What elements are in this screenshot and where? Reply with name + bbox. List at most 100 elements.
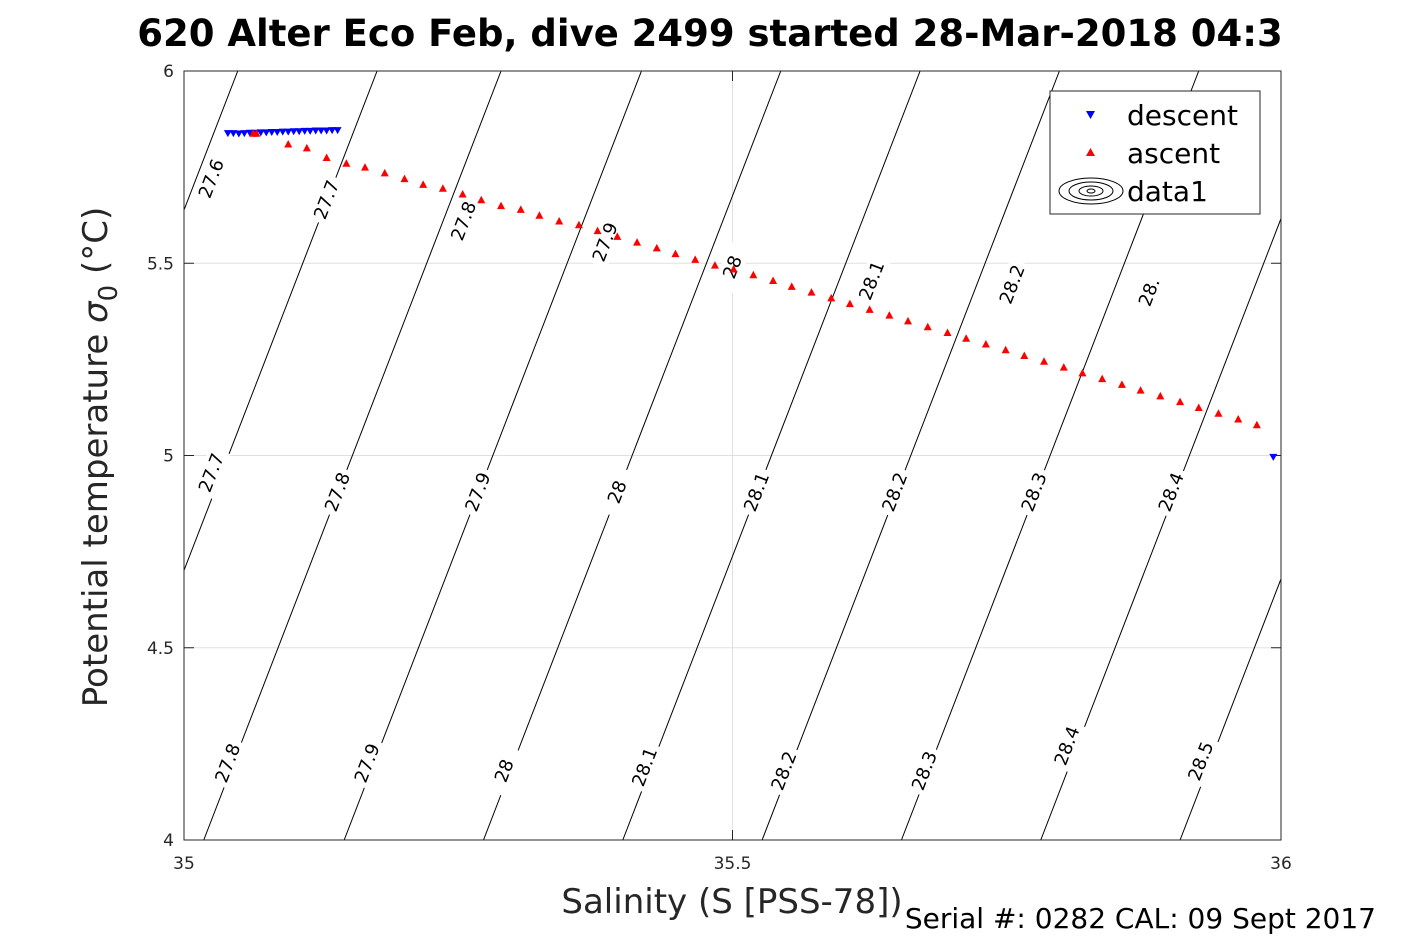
- isopycnal-line: [1040, 217, 1281, 840]
- axis-ticks: 35 35.5 36 4 4.5 5 5.5 6: [147, 62, 1292, 874]
- descent-point: [328, 127, 337, 135]
- descent-point: [317, 127, 326, 135]
- ascent-point: [1078, 368, 1087, 377]
- ascent-point: [787, 282, 796, 290]
- ascent-point: [1234, 414, 1243, 423]
- contour-label-bg: [444, 194, 483, 248]
- ascent-point: [1176, 397, 1185, 406]
- descent-point: [322, 127, 331, 135]
- ascent-point: [807, 288, 816, 296]
- descent-point: [284, 128, 293, 136]
- ascent-point: [1194, 403, 1203, 411]
- contour-label-bg: [765, 744, 803, 798]
- contour-label-bg: [192, 446, 231, 500]
- contour-label-bg: [1015, 465, 1054, 519]
- ascent-point: [342, 159, 351, 167]
- ascent-point: [252, 129, 261, 137]
- isopycnal-line: [343, 71, 642, 840]
- ascent-point: [1136, 386, 1145, 394]
- descent-point: [306, 127, 315, 135]
- ascent-point: [284, 140, 293, 148]
- data-markers: [223, 127, 1278, 461]
- contour-label-bg: [598, 465, 637, 519]
- legend-data1-label: data1: [1127, 175, 1208, 208]
- ascent-point: [962, 334, 971, 342]
- ascent-point: [710, 261, 719, 269]
- descent-point: [311, 127, 320, 135]
- y-axis-label-subscript: 0: [94, 285, 124, 302]
- contour-label-bg: [1130, 265, 1169, 319]
- contour-label-bg: [307, 173, 346, 227]
- descent-point: [223, 130, 232, 138]
- y-tick-label: 4.5: [147, 639, 174, 659]
- isopycnal-line: [483, 71, 782, 840]
- contour-label-bg: [1048, 719, 1086, 773]
- legend-box: [1049, 90, 1261, 215]
- ascent-point: [729, 265, 738, 273]
- ascent-point: [633, 238, 642, 246]
- descent-point: [267, 129, 276, 137]
- ascent-point: [438, 184, 447, 192]
- ascent-point: [593, 226, 602, 235]
- ascent-point: [555, 216, 564, 225]
- ascent-point: [458, 190, 467, 198]
- ascent-point: [400, 174, 409, 183]
- ascent-point: [769, 276, 778, 285]
- descent-point: [245, 129, 254, 137]
- isopycnal-line: [203, 71, 502, 840]
- descent-point: [229, 130, 238, 138]
- series-ascent: [249, 129, 1261, 429]
- descent-point: [333, 127, 342, 135]
- ascent-point: [535, 211, 544, 219]
- ascent-point: [516, 205, 525, 213]
- ascent-point: [361, 163, 370, 171]
- isopycnal-line: [622, 71, 921, 840]
- ascent-point: [380, 168, 389, 177]
- descent-point: [234, 130, 243, 138]
- contour-label-bg: [625, 740, 664, 794]
- ascent-point: [981, 339, 990, 348]
- ascent-point: [1156, 391, 1165, 400]
- legend-descent-label: descent: [1127, 99, 1238, 132]
- ascent-point: [652, 243, 661, 252]
- descent-point: [262, 129, 271, 137]
- contour-label-bg: [485, 744, 524, 798]
- descent-point: [300, 127, 309, 135]
- serial-cal-footer: Serial #: 0282 CAL: 09 Sept 2017: [905, 902, 1376, 935]
- y-axis-label: Potential temperature σ0 (°C): [76, 207, 124, 707]
- y-axis-label-unit: (°C): [76, 207, 116, 285]
- y-tick-label: 5: [163, 447, 174, 467]
- contour-label-bg: [586, 215, 625, 269]
- contour-label-bg: [318, 465, 357, 519]
- ascent-point: [477, 195, 486, 204]
- ascent-point: [923, 322, 932, 331]
- ascent-point: [1252, 420, 1261, 429]
- ascent-point: [845, 299, 854, 308]
- ascent-point: [749, 270, 758, 279]
- x-tick-label: 35: [173, 854, 195, 874]
- ascent-point: [1214, 409, 1223, 417]
- ascent-point: [1020, 351, 1029, 360]
- contour-label-bg: [852, 254, 891, 307]
- isopycnal-line: [184, 71, 239, 212]
- ascent-point: [419, 180, 428, 188]
- legend-ascent-marker: [1086, 148, 1095, 156]
- contour-label-bg: [459, 465, 497, 519]
- legend-descent-marker: [1086, 111, 1095, 119]
- descent-point: [273, 129, 282, 137]
- x-tick-label: 36: [1270, 854, 1292, 874]
- y-tick-label: 5.5: [147, 254, 174, 274]
- descent-point: [278, 128, 287, 136]
- contour-label-bg: [993, 258, 1032, 311]
- ascent-point: [1040, 357, 1049, 365]
- ascent-point: [302, 143, 311, 152]
- contour-label-bg: [875, 465, 914, 519]
- ascent-point: [671, 249, 680, 258]
- x-axis-label: Salinity (S [PSS-78]): [561, 882, 902, 922]
- ascent-point: [943, 328, 952, 336]
- descent-point: [256, 129, 265, 137]
- chart-title: 620 Alter Eco Feb, dive 2499 started 28-…: [137, 12, 1282, 55]
- descent-point: [289, 128, 298, 136]
- ascent-point: [885, 311, 894, 319]
